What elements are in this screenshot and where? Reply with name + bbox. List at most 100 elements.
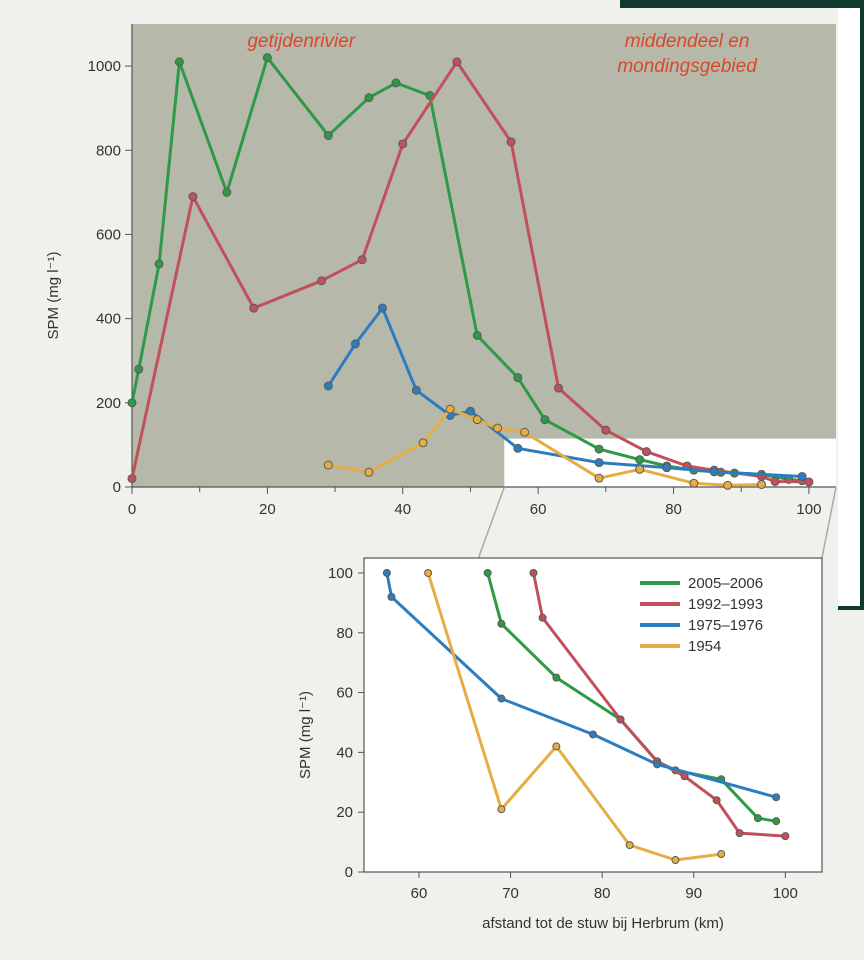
inset-point (772, 793, 781, 802)
inset-point (781, 832, 790, 841)
inset-x-tick-label: 60 (411, 885, 428, 902)
main-point (317, 276, 327, 286)
region-label: getijdenrivier (247, 31, 355, 52)
main-point (594, 458, 604, 468)
main-point (662, 463, 672, 473)
inset-point (497, 694, 506, 703)
main-point (323, 460, 333, 470)
inset-y-tick-label: 100 (328, 565, 353, 582)
x-tick-label: 0 (128, 501, 136, 518)
main-point (513, 373, 523, 383)
inset-point (552, 673, 561, 682)
main-point (635, 464, 645, 474)
inset-point (753, 814, 762, 823)
legend-label: 1975–1976 (688, 617, 763, 634)
inset-y-tick-label: 60 (336, 685, 353, 702)
main-point (398, 139, 408, 149)
main-point (174, 57, 184, 67)
inset-chart: 60 70 80 90 100 0 20 40 60 80 100 SPM (mg l⁻¹) afsta… (297, 557, 823, 932)
inset-line-1975–1976 (385, 572, 777, 799)
y-tick-label: 1000 (88, 58, 121, 75)
inset-y-tick-label: 20 (336, 804, 353, 821)
main-point (323, 381, 333, 391)
main-point (770, 477, 780, 487)
main-point (154, 259, 164, 269)
main-point (723, 480, 733, 490)
main-point (594, 473, 604, 483)
inset-x-axis-title: afstand tot de stuw bij Herbrum (km) (482, 915, 724, 932)
inset-point (552, 742, 561, 751)
main-point (357, 255, 367, 265)
main-point (465, 406, 475, 416)
inset-x-tick-label: 80 (594, 885, 611, 902)
main-point (506, 137, 516, 147)
legend-label: 2005–2006 (688, 575, 763, 592)
inset-point (387, 592, 396, 601)
connector-right (821, 486, 837, 559)
x-tick-label: 40 (394, 501, 411, 518)
main-point (797, 471, 807, 481)
inset-y-tick-label: 80 (336, 625, 353, 642)
y-axis-title: SPM (mg l⁻¹) (45, 252, 62, 340)
main-point (127, 474, 137, 484)
legend-label: 1992–1993 (688, 596, 763, 613)
main-point (472, 415, 482, 425)
y-tick-label: 400 (96, 311, 121, 328)
main-point (445, 404, 455, 414)
inset-x-tick-label: 70 (502, 885, 519, 902)
main-point (350, 339, 360, 349)
inset-point (497, 805, 506, 814)
main-point (323, 131, 333, 141)
main-point (391, 78, 401, 88)
inset-x-tick-label: 90 (685, 885, 702, 902)
inset-point (483, 568, 492, 577)
main-point (262, 53, 272, 63)
main-point (134, 364, 144, 374)
inset-point (772, 817, 781, 826)
main-point (513, 443, 523, 453)
main-point (594, 444, 604, 454)
plot-background (132, 24, 836, 487)
main-point (709, 467, 719, 477)
x-tick-label: 20 (259, 501, 276, 518)
main-point (540, 415, 550, 425)
inset-line-1954 (426, 572, 722, 862)
inset-y-tick-label: 40 (336, 744, 353, 761)
main-point (127, 398, 137, 408)
x-tick-label: 80 (665, 501, 682, 518)
main-point (377, 303, 387, 313)
y-tick-label: 600 (96, 226, 121, 243)
inset-point (616, 715, 625, 724)
y-tick-label: 0 (113, 479, 121, 496)
main-point (520, 427, 530, 437)
main-point (364, 467, 374, 477)
inset-point (625, 841, 634, 850)
inset-point (538, 613, 547, 622)
main-line-1954 (328, 407, 762, 487)
inset-point (529, 568, 538, 577)
background-strip-side-inner (838, 8, 860, 606)
inset-point (712, 796, 721, 805)
inset-y-axis-title: SPM (mg l⁻¹) (297, 691, 314, 779)
main-point (601, 425, 611, 435)
main-point (411, 385, 421, 395)
main-point (757, 479, 767, 489)
inset-x-tick-label: 100 (773, 885, 798, 902)
x-tick-label: 60 (530, 501, 547, 518)
inset-point (497, 619, 506, 628)
region-label: middendeel en (625, 31, 750, 52)
main-point (452, 57, 462, 67)
main-point (553, 383, 563, 393)
inset-y-tick-label: 0 (345, 864, 353, 881)
inset-point (589, 730, 597, 739)
inset-point (717, 850, 726, 859)
background-strip (620, 0, 864, 8)
main-point (364, 93, 374, 103)
main-point (804, 477, 814, 487)
main-point (249, 303, 259, 313)
inset-point (671, 856, 680, 865)
inset-point (735, 829, 744, 838)
main-point (472, 330, 482, 340)
